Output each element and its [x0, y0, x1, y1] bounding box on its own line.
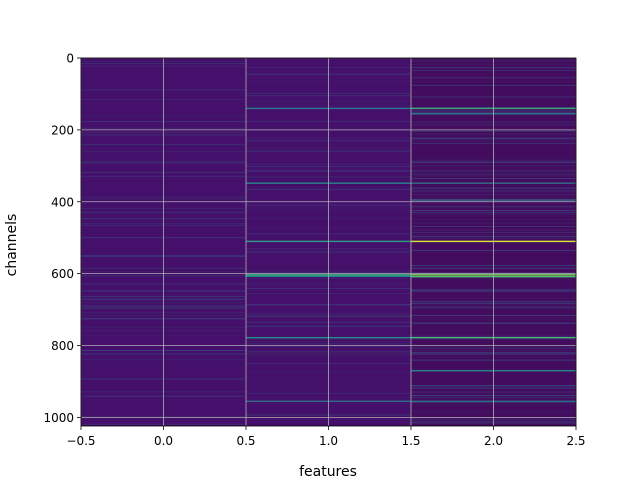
y-tick-label: 600	[51, 267, 74, 281]
y-axis: 0 200 400 600 800 1000	[43, 52, 81, 425]
x-tick-label: 0.0	[154, 434, 173, 448]
x-tick-label: −0.5	[66, 434, 95, 448]
x-tick-label: 1.5	[401, 434, 420, 448]
x-axis-label: features	[299, 464, 357, 480]
x-tick-label: 0.5	[236, 434, 255, 448]
x-axis: −0.5 0.0 0.5 1.0 1.5 2.0 2.5	[66, 426, 586, 448]
y-tick-label: 200	[51, 123, 74, 137]
plot-area	[80, 57, 577, 427]
y-tick-label: 800	[51, 339, 74, 353]
x-tick-label: 2.5	[566, 434, 585, 448]
y-axis-label: channels	[4, 214, 20, 277]
y-tick-label: 0	[66, 52, 74, 66]
x-tick-label: 2.0	[484, 434, 503, 448]
y-tick-label: 1000	[43, 411, 74, 425]
x-tick-label: 1.0	[319, 434, 338, 448]
y-tick-label: 400	[51, 195, 74, 209]
